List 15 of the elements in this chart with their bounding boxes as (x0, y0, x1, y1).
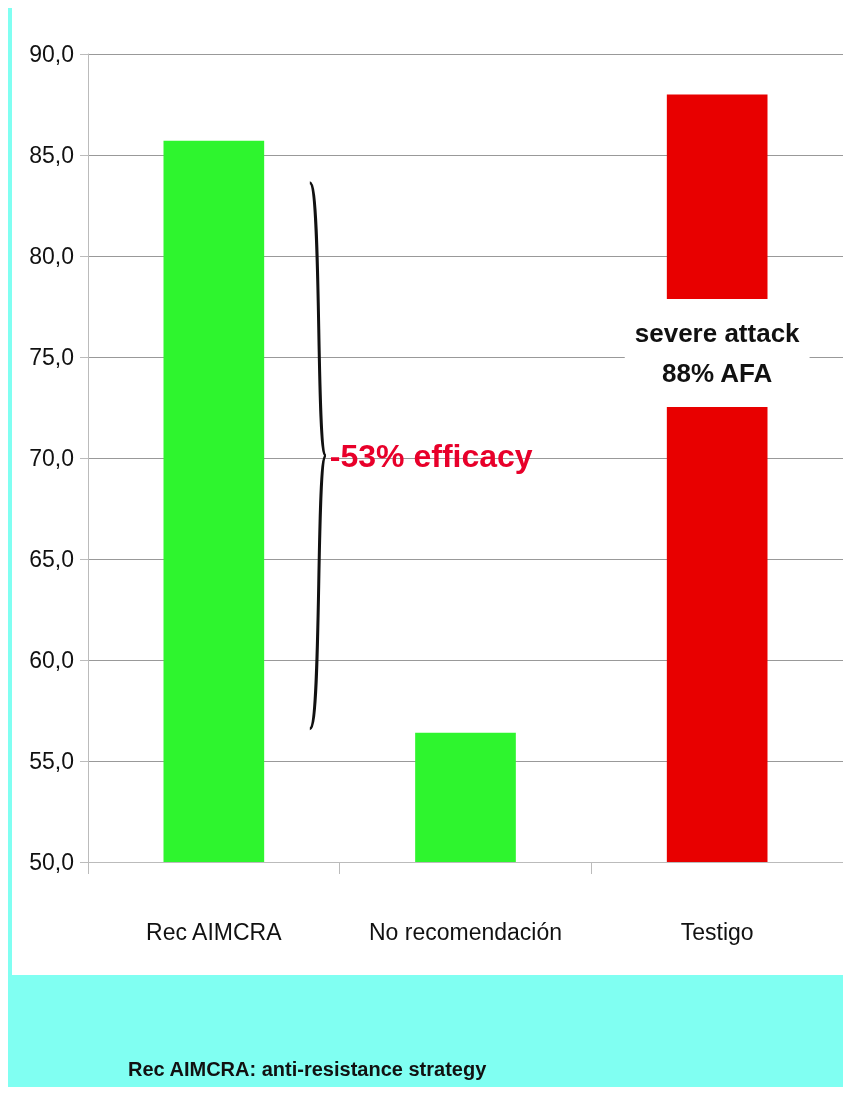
annotation: -53% efficacy (329, 437, 533, 474)
x-tick-label: No recomendación (368, 918, 563, 945)
annotation: severe attack 88% AFA (634, 318, 801, 388)
y-tick-label: 80,0 (29, 243, 74, 269)
x-tick-label: Testigo (680, 918, 754, 945)
y-tick-label: 60,0 (29, 647, 74, 673)
y-tick-label: 75,0 (29, 344, 74, 370)
text: Rec AIMCRA: anti-resistance strategy (128, 1058, 488, 1080)
x-tick-label: Rec AIMCRA (146, 918, 283, 945)
y-tick-label: 85,0 (29, 142, 74, 168)
y-tick-label: 55,0 (29, 748, 74, 774)
y-tick-label: 50,0 (29, 849, 74, 875)
y-tick-label: 90,0 (29, 41, 74, 67)
y-tick-label: 65,0 (29, 546, 74, 572)
y-tick-label: 70,0 (29, 445, 74, 471)
